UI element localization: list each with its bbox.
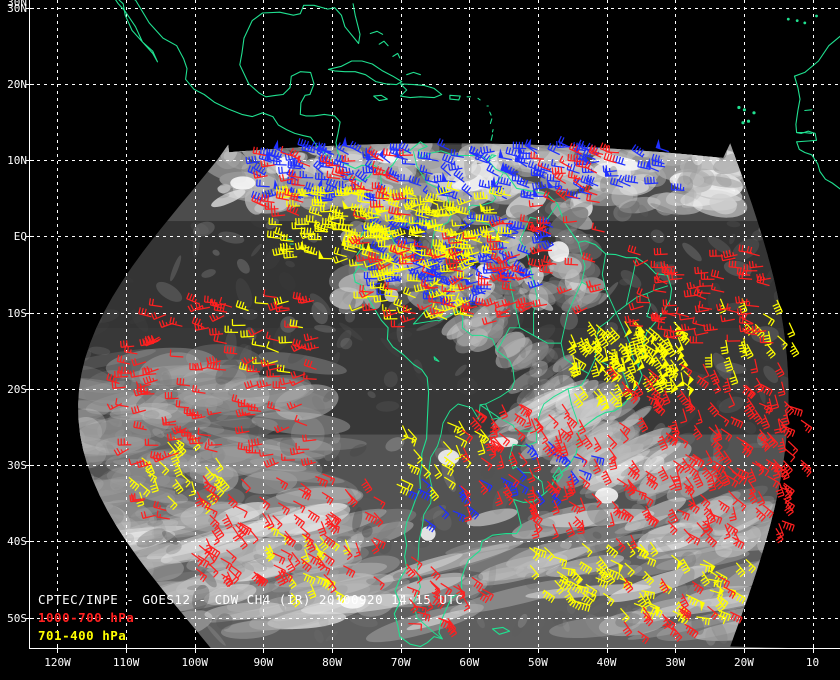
y-axis-tick-label: EQ bbox=[13, 230, 27, 244]
x-axis-tick-label: 60W bbox=[459, 656, 480, 669]
legend-entry-high: 401-100 hPa bbox=[38, 646, 126, 648]
x-axis-tick-label: 90W bbox=[253, 656, 274, 669]
x-axis-tick-label: 70W bbox=[390, 656, 411, 669]
x-axis-tick bbox=[743, 645, 745, 653]
wind-barbs bbox=[106, 135, 813, 645]
y-axis-tick-label: 30N bbox=[7, 1, 27, 15]
x-axis-tick bbox=[194, 645, 196, 653]
legend-entry-low: 1000-700 hPa bbox=[38, 610, 135, 625]
x-axis-tick bbox=[400, 645, 402, 653]
x-axis-tick bbox=[263, 645, 265, 653]
x-axis-tick-label: 20W bbox=[733, 656, 754, 669]
x-axis-tick-label: 120W bbox=[44, 656, 71, 669]
x-axis-tick bbox=[332, 645, 334, 653]
map-title: CPTEC/INPE - GOES12 - CDW CH4 (IR) 20100… bbox=[38, 592, 464, 607]
x-axis-tick bbox=[537, 645, 539, 653]
x-axis-tick-label: 50W bbox=[528, 656, 548, 669]
y-axis-tick-label: 20N bbox=[7, 77, 27, 91]
y-axis-tick-label: 50S bbox=[7, 611, 27, 625]
axis-frame-left bbox=[29, 0, 30, 648]
y-axis-tick-label: 30N bbox=[7, 0, 27, 9]
axis-frame-bottom bbox=[29, 648, 840, 649]
x-axis-tick bbox=[126, 645, 128, 653]
x-axis-tick-label: 80W bbox=[322, 656, 342, 669]
x-axis-tick bbox=[469, 645, 471, 653]
x-axis-tick-label: 100W bbox=[181, 656, 208, 669]
map-plot-area[interactable]: CPTEC/INPE - GOES12 - CDW CH4 (IR) 20100… bbox=[30, 0, 840, 648]
legend-entry-mid: 701-400 hPa bbox=[38, 628, 127, 643]
y-axis-tick-label: 20S bbox=[7, 382, 27, 396]
x-axis-tick bbox=[675, 645, 677, 653]
x-axis-tick bbox=[812, 645, 814, 653]
x-axis-tick bbox=[57, 645, 59, 653]
y-axis-tick-label: 30S bbox=[7, 459, 27, 473]
coastlines bbox=[115, 0, 840, 648]
coastline-and-wind-layer bbox=[106, 0, 840, 648]
x-axis-tick-label: 30W bbox=[665, 656, 686, 669]
x-axis-tick bbox=[606, 645, 608, 653]
x-axis-tick-label: 40W bbox=[596, 656, 617, 669]
x-axis-tick-label: 110W bbox=[112, 656, 140, 669]
y-axis-tick-label: 10N bbox=[7, 154, 27, 168]
y-axis-tick-label: 10S bbox=[7, 306, 27, 320]
x-axis-tick-label: 10 bbox=[805, 656, 820, 669]
y-axis-tick-label: 40S bbox=[7, 535, 27, 549]
